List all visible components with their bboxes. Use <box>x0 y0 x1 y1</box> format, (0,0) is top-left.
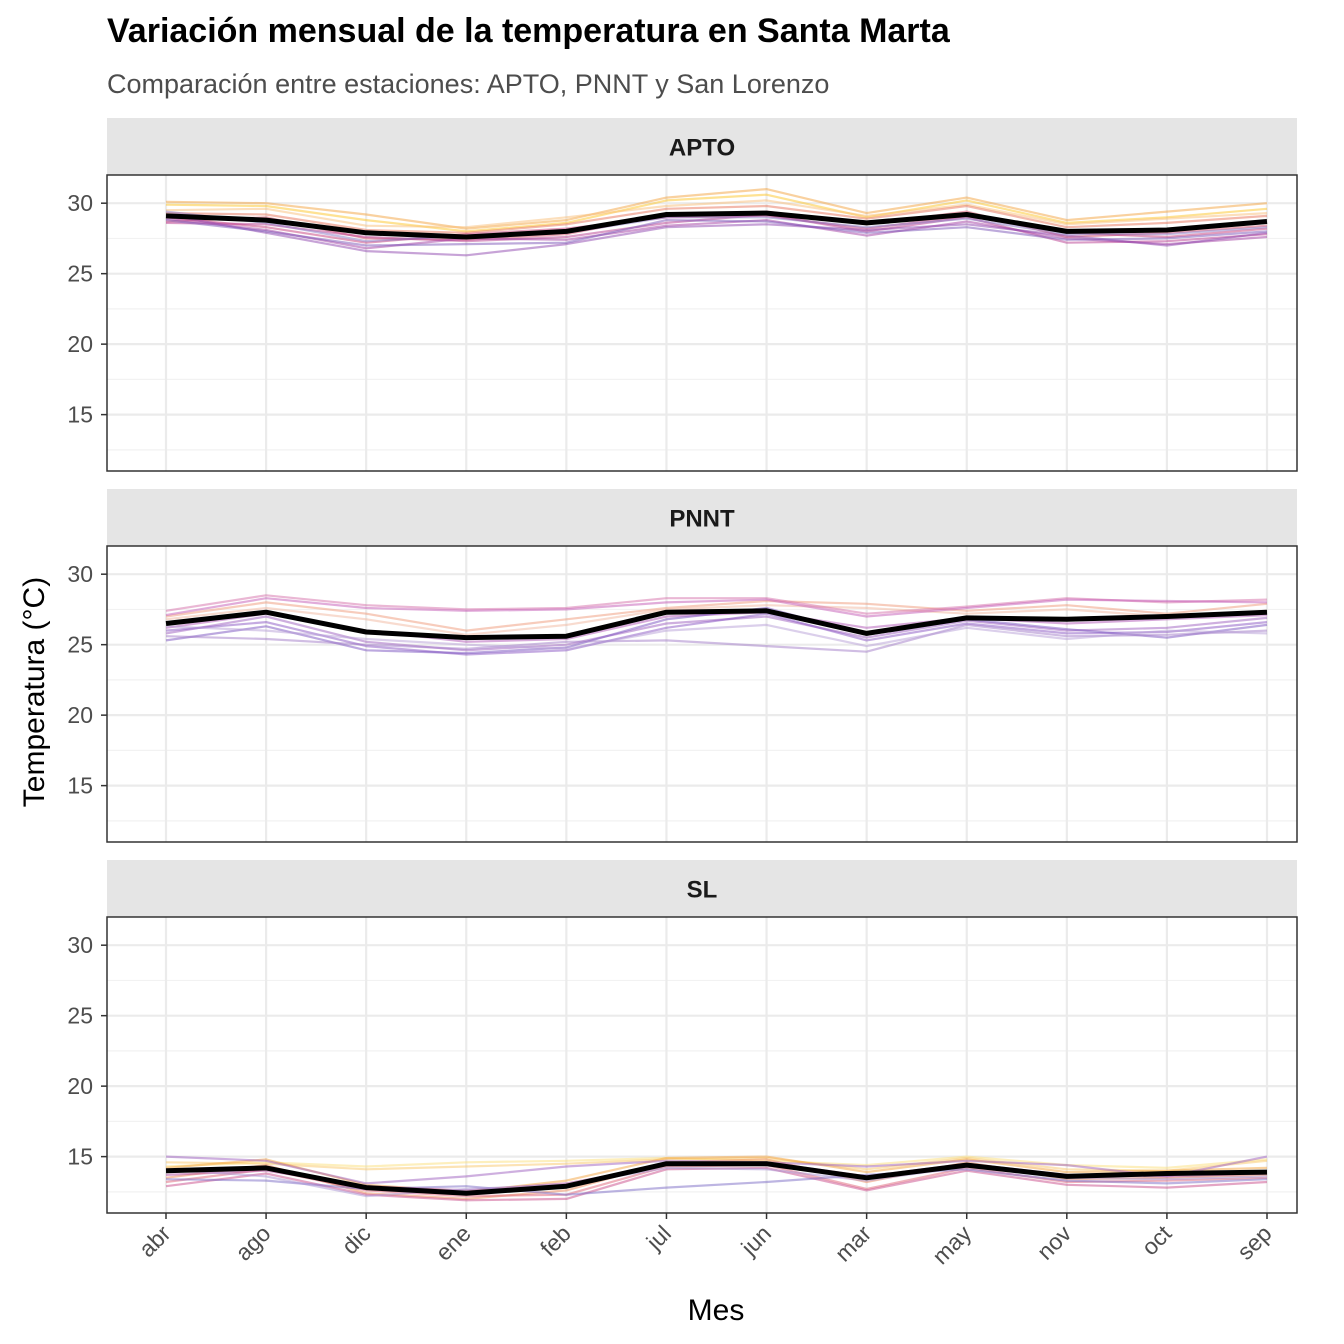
panel-strip <box>107 489 1297 546</box>
series-line <box>165 219 1268 247</box>
y-tick-label: 30 <box>67 561 93 587</box>
y-tick-label: 30 <box>67 932 93 958</box>
series-line <box>165 210 1268 243</box>
x-axis-title: Mes <box>688 1294 745 1327</box>
chart-subtitle: Comparación entre estaciones: APTO, PNNT… <box>107 69 830 99</box>
series-line <box>165 599 1268 632</box>
y-tick-label: 15 <box>67 773 93 799</box>
mean-line <box>165 608 1268 641</box>
series-line <box>165 193 1268 233</box>
panel-background <box>107 546 1297 842</box>
panel-apto: APTO 15 20 25 30 <box>67 118 1298 472</box>
series-line <box>165 1156 1268 1172</box>
x-tick-label: abr <box>134 1220 176 1262</box>
panel-strip <box>107 118 1297 175</box>
x-tick-label: feb <box>535 1220 576 1261</box>
series-line <box>165 204 1268 234</box>
y-tick-label: 25 <box>67 632 93 658</box>
panel-strip-label: APTO <box>669 135 735 162</box>
mean-line <box>165 1161 1268 1196</box>
x-tick-label: oct <box>1136 1220 1177 1261</box>
series-line <box>165 597 1268 618</box>
y-axis-title: Temperatura (°C) <box>18 577 51 807</box>
y-tick-label: 15 <box>67 402 93 428</box>
panel-sl: SL 15 20 25 30 <box>67 860 1298 1214</box>
x-tick-label: mar <box>830 1220 877 1267</box>
y-tick-label: 25 <box>67 261 93 287</box>
x-tick-label: dic <box>337 1220 376 1259</box>
series-line <box>165 1168 1268 1196</box>
panel-strip-label: SL <box>687 877 718 904</box>
series-line <box>165 213 1268 257</box>
x-tick-label: sep <box>1232 1220 1277 1265</box>
panel-border <box>106 545 1298 843</box>
series-line <box>165 199 1268 229</box>
panel-strip <box>107 860 1297 917</box>
panel-pnnt: PNNT 15 20 25 30 <box>67 489 1298 843</box>
y-tick-label: 20 <box>67 331 93 357</box>
chart-title: Variación mensual de la temperatura en S… <box>107 12 950 50</box>
panels-group: APTO 15 20 25 30 PNNT 15 20 25 30 SL 15 20 25 30 <box>67 118 1298 1214</box>
x-tick-label: ene <box>430 1220 476 1266</box>
mean-line <box>165 210 1268 240</box>
series-line <box>165 612 1268 656</box>
series-line <box>165 623 1268 651</box>
x-axis: abr ago dic ene feb jul jun mar may nov oct sep <box>134 1213 1277 1269</box>
panel-strip-label: PNNT <box>669 506 735 533</box>
panel-border <box>106 174 1298 472</box>
series-line <box>165 213 1268 244</box>
series-line <box>165 604 1268 636</box>
y-tick-label: 20 <box>67 702 93 728</box>
series-line <box>165 623 1268 653</box>
x-tick-label: jul <box>641 1220 676 1255</box>
y-tick-label: 15 <box>67 1144 93 1170</box>
series-line <box>165 188 1268 230</box>
y-tick-label: 30 <box>67 190 93 216</box>
y-tick-label: 20 <box>67 1073 93 1099</box>
panel-border <box>106 916 1298 1214</box>
x-tick-label: jun <box>735 1220 776 1261</box>
x-tick-label: ago <box>230 1220 276 1266</box>
y-tick-label: 25 <box>67 1003 93 1029</box>
x-tick-label: nov <box>1032 1220 1077 1265</box>
x-tick-label: may <box>927 1220 976 1269</box>
